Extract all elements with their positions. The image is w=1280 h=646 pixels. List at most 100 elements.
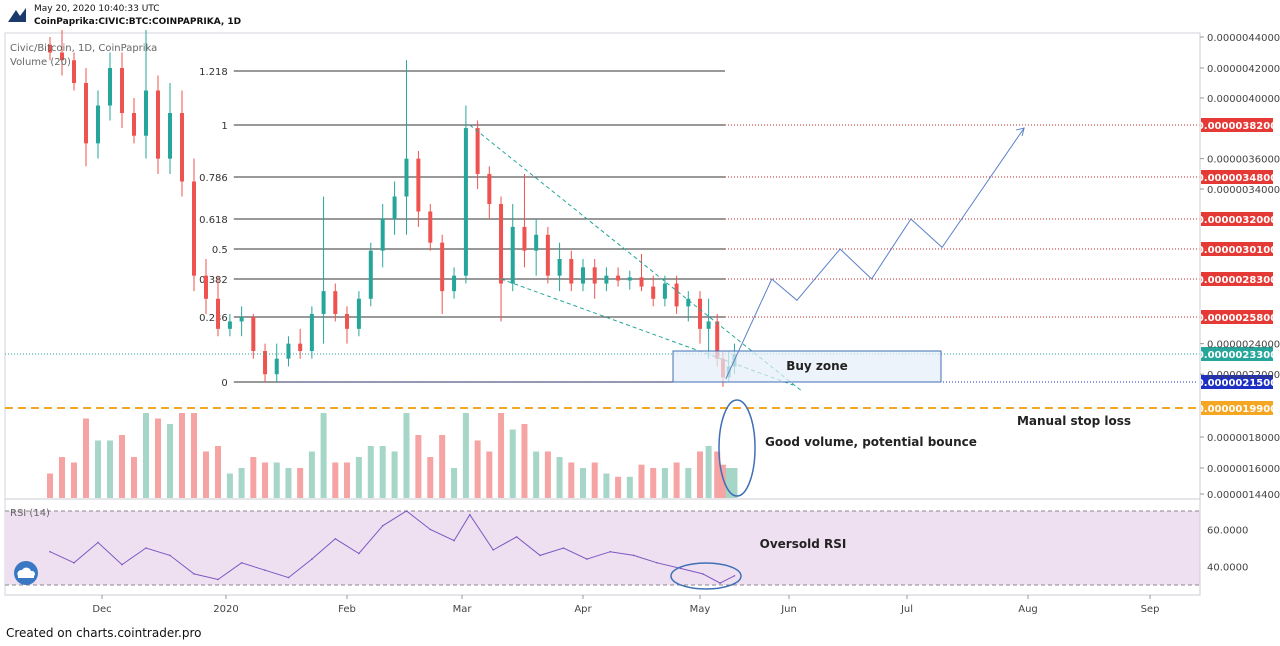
rsi-point (311, 558, 313, 560)
volume-bar (415, 435, 422, 498)
volume-bars (47, 413, 738, 498)
cloud-icon[interactable] (14, 561, 38, 585)
time-tick-label: Mar (453, 604, 473, 615)
volume-bar (544, 451, 551, 498)
candle-body (144, 90, 148, 136)
volume-bar (285, 468, 292, 498)
volume-bar (685, 468, 692, 498)
candle-body (298, 343, 303, 352)
fib-label: 0.5 (212, 245, 228, 256)
volume-bar (725, 468, 732, 498)
buy-zone-box (672, 350, 942, 383)
volume-bar (474, 440, 481, 498)
header-datetime: May 20, 2020 10:40:33 UTC (34, 4, 160, 14)
price-tick-label: 0.0000022000 (1207, 370, 1280, 381)
candle-body (534, 234, 539, 251)
candle-body (356, 298, 361, 329)
volume-bar (119, 435, 125, 498)
rsi-point (586, 558, 588, 560)
volume-bar (521, 424, 528, 498)
price-label-text: 0.0000023300 (1197, 350, 1277, 361)
candle-body (581, 267, 585, 284)
rsi-point (121, 563, 123, 566)
buy-zone-label: Buy zone (786, 359, 848, 373)
rsi-pane: 60.0000 40.0000 (5, 498, 1248, 586)
rsi-point (145, 547, 147, 549)
candle-body (392, 196, 397, 219)
volume-bar (705, 446, 712, 498)
candle-body (698, 298, 702, 329)
rsi-point (73, 562, 75, 564)
rsi-point (429, 528, 432, 531)
candle-body (239, 317, 244, 322)
volume-bar (179, 413, 185, 498)
volume-bar (603, 473, 610, 498)
fib-label: 0.236 (199, 313, 228, 324)
candle-body (274, 358, 279, 375)
rsi-point (733, 574, 736, 577)
volume-bar (650, 468, 657, 498)
volume-bar (498, 413, 505, 498)
candle-body (452, 275, 457, 292)
volume-bar (71, 462, 77, 498)
chart-frame (4, 32, 1201, 596)
rsi-point (469, 513, 471, 516)
price-tick-label: 0.0000018000 (1207, 433, 1280, 444)
candle-body (380, 219, 385, 251)
time-tick-label: 2020 (213, 604, 238, 615)
volume-bar (714, 451, 721, 498)
candle-body (60, 52, 64, 61)
volume-bar (533, 451, 540, 498)
volume-bar (661, 468, 668, 498)
price-label-text: 0.0000032000 (1197, 215, 1277, 226)
candle-body (440, 242, 445, 292)
rsi-point (240, 562, 243, 564)
projection-arrowhead (1015, 127, 1025, 137)
candle-body (180, 113, 184, 182)
volume-bar (615, 476, 622, 498)
candle-body (522, 226, 527, 251)
rsi-point (334, 537, 337, 540)
footer-credit: Created on charts.cointrader.pro (6, 626, 202, 640)
wedge-upper-line (469, 124, 804, 393)
volume-bar (451, 468, 458, 498)
candle-body (192, 181, 196, 276)
candle-body (639, 277, 644, 287)
volume-bar (308, 451, 315, 498)
volume-bar (332, 462, 339, 498)
volume-bar (391, 451, 398, 498)
rsi-tick-label: 60.0000 (1207, 526, 1248, 537)
candle-body (616, 275, 621, 281)
price-label-box (1201, 347, 1273, 361)
rsi-band (5, 511, 1200, 585)
candle-body (345, 313, 349, 329)
candle-body (309, 313, 314, 352)
candle-body (321, 291, 326, 314)
rsi-point (515, 536, 518, 538)
candle-body (120, 68, 124, 113)
volume-bar (191, 413, 197, 498)
candle-body (84, 83, 88, 144)
volume-bar (367, 446, 374, 498)
price-label-box (1201, 375, 1273, 389)
oversold-rsi-label: Oversold RSI (760, 537, 847, 551)
volume-bar (462, 413, 469, 498)
price-tick-label: 0.0000036000 (1207, 155, 1280, 166)
time-tick-label: Dec (92, 604, 111, 615)
rsi-point (97, 541, 99, 544)
candle-body (48, 44, 52, 53)
volume-bar (486, 451, 493, 498)
volume-bar (47, 473, 53, 498)
candle-body (108, 68, 112, 106)
rsi-point (405, 510, 408, 512)
rsi-point (562, 547, 565, 549)
time-tick-label: May (690, 604, 711, 615)
candle-body (604, 275, 609, 284)
good-volume-label: Good volume, potential bounce (765, 435, 977, 449)
candle-body (627, 277, 632, 281)
volume-bar (238, 468, 245, 498)
fib-label: 0 (221, 378, 227, 389)
volume-bar (591, 462, 598, 498)
volume-bar (509, 429, 516, 498)
time-tick-label: Feb (338, 604, 356, 615)
